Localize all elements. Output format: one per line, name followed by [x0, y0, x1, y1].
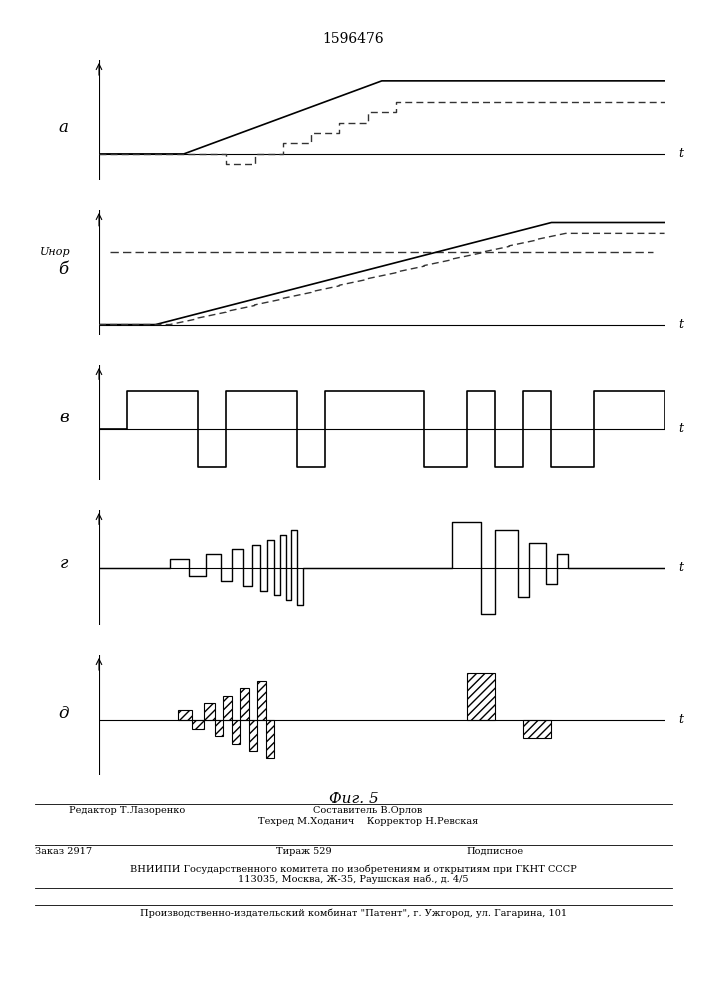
Text: Составитель В.Орлов: Составитель В.Орлов — [313, 806, 422, 815]
Text: а: а — [59, 119, 69, 136]
Text: Тираж 529: Тираж 529 — [276, 847, 332, 856]
Text: ВНИИПИ Государственного комитета по изобретениям и открытиям при ГКНТ СССР: ВНИИПИ Государственного комитета по изоб… — [130, 864, 577, 874]
Text: Фиг. 5: Фиг. 5 — [329, 792, 378, 806]
Text: t: t — [679, 422, 684, 435]
Bar — [204, 703, 215, 720]
Bar — [249, 720, 257, 751]
Bar — [467, 673, 495, 720]
Text: в: в — [59, 410, 69, 426]
Bar — [257, 681, 266, 720]
Text: t: t — [679, 147, 684, 160]
Text: 1596476: 1596476 — [322, 32, 385, 46]
Text: б: б — [59, 261, 69, 278]
Bar — [523, 720, 551, 738]
Text: t: t — [679, 318, 684, 331]
Bar — [192, 720, 204, 729]
Text: Подписное: Подписное — [467, 847, 523, 856]
Text: t: t — [679, 713, 684, 726]
Bar — [223, 696, 232, 720]
Text: Заказ 2917: Заказ 2917 — [35, 847, 92, 856]
Bar — [178, 710, 192, 720]
Text: t: t — [679, 561, 684, 574]
Text: Техред М.Ходанич    Корректор Н.Ревская: Техред М.Ходанич Корректор Н.Ревская — [257, 817, 478, 826]
Text: Редактор Т.Лазоренко: Редактор Т.Лазоренко — [69, 806, 185, 815]
Text: Uнор: Uнор — [40, 247, 71, 257]
Bar — [232, 720, 240, 744]
Bar — [215, 720, 223, 736]
Bar — [266, 720, 274, 758]
Bar — [240, 688, 249, 720]
Text: 113035, Москва, Ж-35, Раушская наб., д. 4/5: 113035, Москва, Ж-35, Раушская наб., д. … — [238, 875, 469, 884]
Text: г: г — [59, 554, 68, 572]
Text: Производственно-издательский комбинат "Патент", г. Ужгород, ул. Гагарина, 101: Производственно-издательский комбинат "П… — [140, 908, 567, 918]
Text: д: д — [59, 704, 69, 722]
